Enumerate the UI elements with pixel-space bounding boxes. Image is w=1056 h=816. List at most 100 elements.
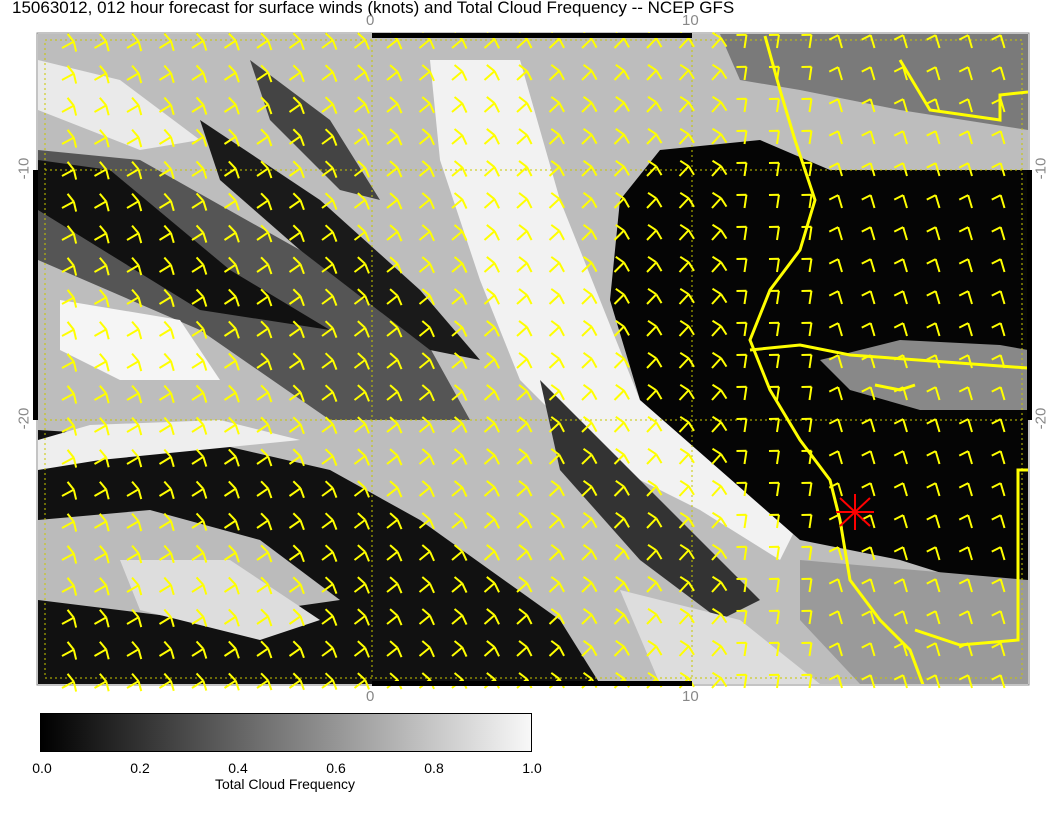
wind-barb xyxy=(711,671,728,689)
wind-barb xyxy=(223,416,240,435)
wind-barb xyxy=(581,480,598,497)
wind-barb xyxy=(926,258,941,273)
wind-barb xyxy=(828,482,843,497)
wind-barb xyxy=(321,288,338,306)
wind-barb xyxy=(991,226,1006,241)
wind-barb xyxy=(711,351,728,369)
wind-barb xyxy=(256,608,273,627)
wind-barb xyxy=(483,64,500,81)
wind-barb xyxy=(418,224,435,242)
wind-barb xyxy=(418,160,435,178)
wind-barb xyxy=(548,128,565,145)
wind-barb xyxy=(991,610,1006,625)
wind-barb xyxy=(321,320,338,338)
wind-barb xyxy=(613,415,630,433)
wind-barb xyxy=(256,672,273,691)
wind-barb xyxy=(801,545,813,561)
colorbar-label: Total Cloud Frequency xyxy=(214,776,356,792)
wind-barb xyxy=(926,322,941,337)
wind-barb xyxy=(801,321,813,337)
wind-barb xyxy=(711,511,728,529)
wind-barb xyxy=(126,224,143,244)
wind-barb xyxy=(548,288,565,305)
wind-barb xyxy=(483,352,500,369)
wind-barb xyxy=(191,256,208,275)
wind-barb xyxy=(736,513,748,529)
wind-barb xyxy=(386,64,403,82)
wind-barb xyxy=(418,544,435,562)
wind-barb xyxy=(958,258,973,273)
wind-barb xyxy=(483,576,500,593)
wind-barb xyxy=(516,384,533,401)
wind-barb xyxy=(711,191,728,209)
wind-barb xyxy=(801,417,813,433)
wind-barb xyxy=(768,289,780,305)
wind-barb xyxy=(678,383,695,401)
wind-barb xyxy=(958,514,973,529)
wind-barb xyxy=(256,96,273,115)
wind-barb xyxy=(386,192,403,210)
wind-barb xyxy=(94,513,110,532)
colorbar-tick: 0.6 xyxy=(326,760,346,776)
wind-barb xyxy=(958,610,973,625)
wind-barb xyxy=(223,384,240,403)
wind-barb xyxy=(768,513,780,529)
wind-barb xyxy=(958,66,973,81)
wind-barb xyxy=(256,32,273,51)
bottom-tick-label: 0 xyxy=(366,688,375,705)
wind-barb xyxy=(158,288,175,308)
wind-barb xyxy=(451,64,468,82)
wind-barb xyxy=(801,641,813,657)
wind-barb xyxy=(678,159,695,177)
wind-barb xyxy=(828,354,843,369)
wind-barb xyxy=(768,353,780,369)
wind-barb xyxy=(256,640,273,659)
wind-barb xyxy=(828,386,843,401)
top-tick-label: 0 xyxy=(366,12,375,29)
wind-barb xyxy=(646,159,663,177)
wind-barb xyxy=(516,352,533,369)
wind-barb xyxy=(613,223,630,241)
wind-barb xyxy=(516,160,533,177)
wind-barb xyxy=(861,418,876,433)
wind-barb xyxy=(548,480,565,497)
wind-barb xyxy=(94,417,110,436)
wind-barb xyxy=(451,448,468,466)
wind-barb xyxy=(94,193,110,212)
wind-barb xyxy=(768,65,780,81)
wind-barb xyxy=(991,66,1006,81)
wind-barb xyxy=(926,194,941,209)
wind-barb xyxy=(256,384,273,403)
wind-barb xyxy=(288,32,305,51)
wind-barb xyxy=(613,127,630,145)
wind-barb xyxy=(126,32,143,52)
wind-barb xyxy=(828,258,843,273)
wind-barb xyxy=(126,512,143,532)
wind-barb xyxy=(926,66,941,81)
wind-barb xyxy=(581,640,598,657)
wind-barb xyxy=(256,320,273,339)
wind-barb xyxy=(926,610,941,625)
wind-barb xyxy=(768,673,780,689)
wind-barb xyxy=(158,608,175,628)
wind-barb xyxy=(256,416,273,435)
wind-barb xyxy=(958,642,973,657)
wind-barb xyxy=(516,416,533,433)
wind-barb xyxy=(861,322,876,337)
wind-barb xyxy=(581,224,598,241)
wind-barb xyxy=(158,576,175,596)
wind-barb xyxy=(223,128,240,147)
wind-barb xyxy=(893,66,908,81)
wind-barb xyxy=(223,352,240,371)
wind-barb xyxy=(94,65,110,84)
wind-barb xyxy=(768,193,780,209)
wind-barb xyxy=(321,480,338,498)
wind-barb xyxy=(418,288,435,306)
wind-barb xyxy=(61,129,78,148)
wind-barb xyxy=(191,224,208,243)
wind-barb xyxy=(256,192,273,211)
wind-barb xyxy=(386,352,403,370)
wind-barb xyxy=(548,544,565,561)
wind-barb xyxy=(158,96,175,116)
wind-barb xyxy=(256,64,273,83)
